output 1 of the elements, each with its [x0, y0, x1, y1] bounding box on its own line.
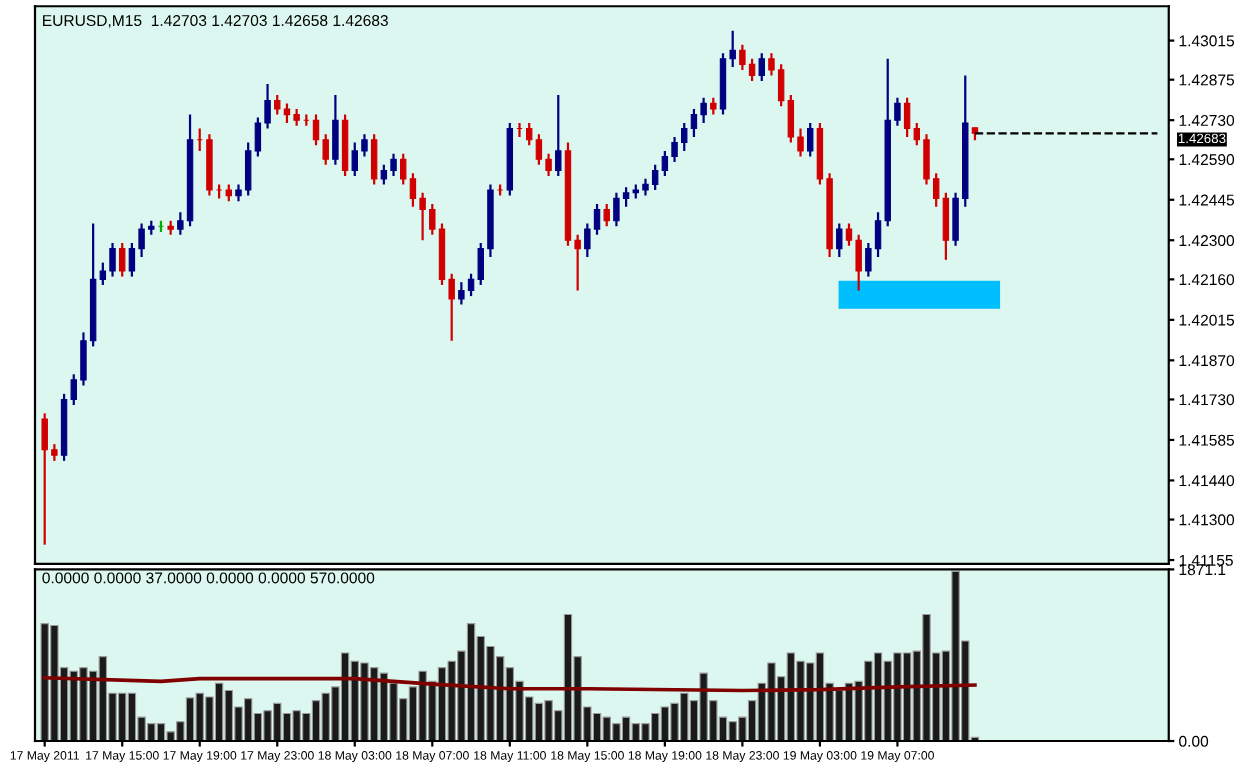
- line-series: [42, 675, 977, 693]
